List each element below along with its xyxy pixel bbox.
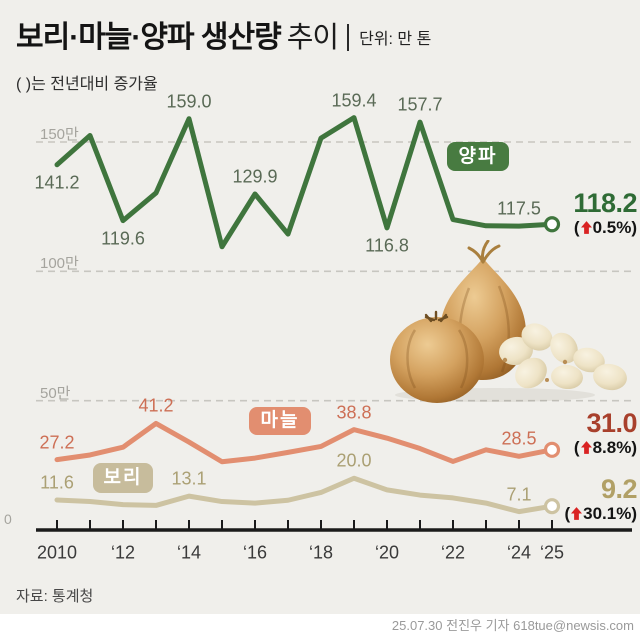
series-line-barley — [54, 475, 555, 515]
series-badge-barley: 보리 — [93, 463, 153, 493]
credit-text: 25.07.30 전진우 기자 618tue@newsis.com — [391, 618, 634, 632]
paren: ) — [631, 438, 637, 457]
paren: ) — [631, 218, 637, 237]
end-change-garlic: (8.8%) — [574, 438, 637, 458]
source-label: 자료: 통계청 — [16, 588, 94, 605]
paren: ( — [564, 504, 571, 523]
series-badge-onion: 양파 — [447, 142, 509, 171]
end-value-onion: 118.2 — [573, 188, 637, 218]
end-change-value: 0.5% — [592, 218, 632, 237]
credit-strip: 25.07.30 전진우 기자 618tue@newsis.com — [0, 614, 640, 632]
series-badge-garlic: 마늘 — [249, 407, 311, 435]
end-change-onion: (0.5%) — [573, 218, 637, 238]
up-arrow-icon — [580, 221, 592, 234]
end-change-value: 8.8% — [592, 438, 632, 457]
up-arrow-icon — [571, 507, 583, 520]
series-end-marker-garlic — [543, 441, 561, 458]
up-arrow-icon — [580, 441, 592, 454]
onion-garlic-photo — [390, 240, 627, 403]
series-line-onion — [54, 115, 555, 250]
end-change-barley: (30.1%) — [564, 504, 637, 524]
paren: ( — [573, 218, 580, 237]
series-line-garlic — [54, 420, 555, 465]
paren: ) — [631, 504, 637, 523]
end-value-garlic: 31.0 — [586, 408, 637, 438]
title-divider — [347, 24, 350, 51]
series-end-marker-onion — [543, 216, 561, 233]
end-value-barley: 9.2 — [600, 474, 638, 504]
unit-label: 단위: 만 톤 — [359, 31, 432, 48]
end-value-block-onion: 118.2 (0.5%) — [573, 189, 637, 238]
end-value-block-garlic: 31.0 (8.8%) — [574, 408, 638, 458]
page-title: 보리·마늘·양파 생산량 — [16, 21, 282, 54]
paren: ( — [573, 438, 580, 457]
series-end-marker-barley — [543, 498, 561, 515]
onion-front — [390, 310, 484, 403]
end-value-block-barley: 9.2 (30.1%) — [564, 475, 637, 524]
end-change-value: 30.1% — [583, 504, 632, 523]
page-title-suffix: 추이 — [286, 22, 339, 54]
garlic-cloves — [499, 323, 627, 391]
chart-note: ( )는 전년대비 증가율 — [16, 76, 158, 93]
header: 보리·마늘·양파 생산량 추이 단위: 만 톤 — [16, 12, 431, 56]
